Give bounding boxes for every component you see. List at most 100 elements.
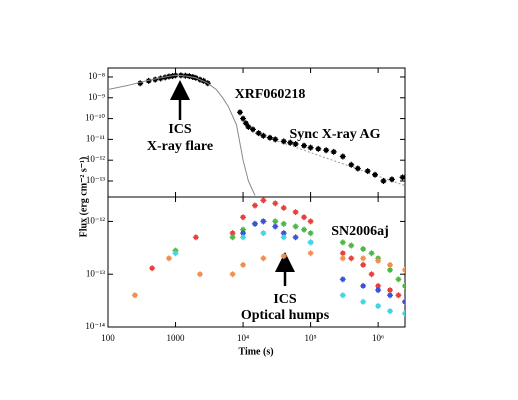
y-tick-label: 10⁻¹² [86,154,105,164]
y-tick-label: 10⁻⁸ [88,71,105,81]
data-point [339,292,346,299]
y-tick-label: 10⁻¹³ [86,268,105,278]
data-point [260,197,267,204]
data-point [255,130,262,137]
data-point [315,145,322,152]
y-tick-label: 10⁻¹⁴ [85,321,105,331]
annotation: SN2006aj [331,224,389,239]
data-point [387,261,394,268]
data-point [387,267,394,274]
data-point [280,253,287,260]
y-axis-label: Flux (erg cm⁻² s⁻¹) [78,157,89,238]
data-point [192,234,199,241]
x-axis-label: Time (s) [238,346,273,357]
data-point [165,255,172,262]
data-point [272,223,279,230]
data-point [131,292,138,299]
annotation: ICS [273,292,297,307]
data-point [388,176,395,183]
data-point [249,126,256,133]
data-point [387,287,394,294]
x-tick-label: 10⁶ [372,333,384,343]
data-point [280,220,287,227]
data-point [266,134,273,141]
data-point [339,276,346,283]
data-point [280,204,287,211]
data-point [380,177,387,184]
data-point [307,144,314,151]
data-point [354,165,361,172]
data-point [301,142,308,149]
y-tick-label: 10⁻⁹ [88,92,105,102]
annotation: Optical humps [241,308,330,323]
data-point [149,265,156,272]
data-point [348,242,355,249]
data-point [360,298,367,305]
x-tick-label: 100 [101,333,115,343]
data-point [339,255,346,262]
y-tick-label: 10⁻¹³ [86,175,105,185]
data-point [251,202,258,209]
data-point [375,287,382,294]
data-point [307,230,314,237]
y-tick-label: 10⁻¹² [86,215,105,225]
data-point [280,138,287,145]
data-point [301,226,308,233]
data-point [292,140,299,147]
data-point [280,234,287,241]
x-tick-label: 10⁵ [305,333,317,343]
data-point [240,261,247,268]
data-point [330,148,337,155]
data-point [272,218,279,225]
x-tick-label: 1000 [167,333,186,343]
data-point [399,174,405,181]
data-point [368,271,375,278]
data-point [339,250,346,257]
data-point [245,123,252,130]
data-point [307,250,314,257]
data-point [375,257,382,264]
data-point [260,218,267,225]
annotation: X-ray flare [147,139,213,154]
data-point [137,80,144,87]
data-point [301,214,308,221]
data-point [307,239,314,246]
data-point [360,261,367,268]
y-tick-label: 10⁻¹⁰ [85,113,105,123]
data-point [307,218,314,225]
data-point [292,209,299,216]
data-point [395,292,402,299]
data-point [260,230,267,237]
data-point [240,214,247,221]
data-point [360,282,367,289]
data-point [251,220,258,227]
data-point [229,234,236,241]
annotation: XRF060218 [235,87,306,102]
data-point [402,310,405,317]
data-point [196,271,203,278]
data-point [292,234,299,241]
data-point [260,255,267,262]
data-point [360,255,367,262]
annotation: Sync X-ray AG [290,127,381,142]
data-point [402,267,405,274]
data-point [368,250,375,257]
data-point [287,139,294,146]
data-point [375,302,382,309]
data-point [348,161,355,168]
data-point [372,171,379,178]
data-point [364,168,371,175]
data-point [387,292,394,299]
data-point [242,120,249,127]
x-tick-label: 10⁴ [237,333,249,343]
data-point [229,271,236,278]
data-point [240,234,247,241]
y-tick-label: 10⁻¹¹ [86,133,105,143]
power-law [254,132,405,187]
data-point [395,276,402,283]
data-point [387,308,394,315]
data-point [240,115,247,122]
data-point [236,109,243,116]
data-point [348,255,355,262]
